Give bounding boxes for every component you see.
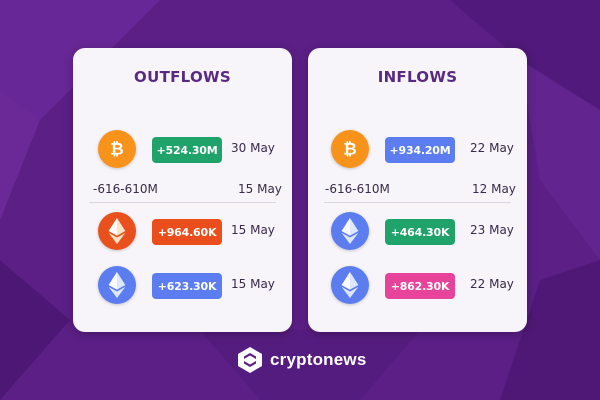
svg-text:₿: ₿: [110, 140, 123, 159]
date-label: 15 May: [238, 182, 282, 196]
amount-text: -616-610M: [325, 182, 390, 196]
svg-text:₿: ₿: [343, 140, 356, 159]
bitcoin-icon: ₿: [331, 130, 369, 168]
ethereum-icon: [331, 212, 369, 250]
divider: [324, 202, 511, 203]
bitcoin-icon: ₿: [98, 130, 136, 168]
amount-text: -616-610M: [93, 182, 158, 196]
amount-badge: +623.30K: [152, 273, 222, 299]
list-item: -616-610M 12 May: [308, 182, 527, 206]
amount-badge: +464.30K: [385, 219, 455, 245]
date-label: 30 May: [231, 141, 275, 155]
cryptonews-logo: cryptonews: [236, 346, 366, 374]
date-label: 23 May: [470, 223, 514, 237]
amount-badge: +964.60K: [152, 219, 222, 245]
brand-name: cryptonews: [270, 350, 367, 369]
ethereum-icon: [98, 266, 136, 304]
list-item: +862.30K 22 May: [308, 264, 527, 308]
list-item: ₿ +524.30M 30 May: [73, 128, 292, 172]
list-item: +964.60K 15 May: [73, 210, 292, 254]
ethereum-icon: [98, 212, 136, 250]
ethereum-icon: [331, 266, 369, 304]
date-label: 15 May: [231, 223, 275, 237]
inflows-card: INFLOWS ₿ +934.20M 22 May -616-610M 12 M…: [308, 48, 527, 332]
list-item: -616-610M 15 May: [73, 182, 292, 206]
divider: [89, 202, 276, 203]
date-label: 12 May: [472, 182, 516, 196]
date-label: 15 May: [231, 277, 275, 291]
date-label: 22 May: [470, 141, 514, 155]
list-item: +623.30K 15 May: [73, 264, 292, 308]
amount-badge: +934.20M: [385, 137, 455, 163]
amount-badge: +524.30M: [152, 137, 222, 163]
amount-badge: +862.30K: [385, 273, 455, 299]
inflows-title: INFLOWS: [377, 68, 458, 86]
date-label: 22 May: [470, 277, 514, 291]
outflows-card: OUTFLOWS ₿ +524.30M 30 May -616-610M 15 …: [73, 48, 292, 332]
cryptonews-logo-icon: [238, 347, 262, 373]
list-item: ₿ +934.20M 22 May: [308, 128, 527, 172]
list-item: +464.30K 23 May: [308, 210, 527, 254]
outflows-title: OUTFLOWS: [134, 68, 231, 86]
